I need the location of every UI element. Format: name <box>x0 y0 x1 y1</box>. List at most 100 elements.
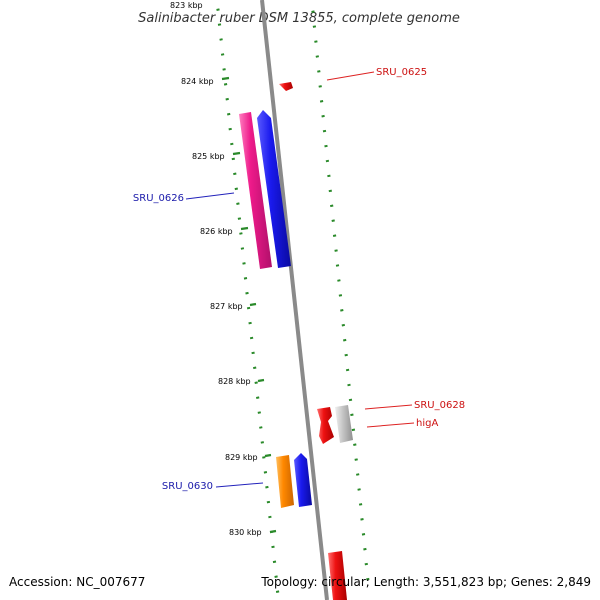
major-tick-827 <box>249 302 257 307</box>
outer-tick-7 <box>321 114 325 118</box>
leader-sru-0625 <box>326 71 375 81</box>
inner-tick-5 <box>223 83 228 86</box>
inner-tick-23 <box>251 351 255 355</box>
inner-tick-21 <box>248 321 252 325</box>
tick-label-829: 829 kbp <box>225 453 258 462</box>
outer-tick-26 <box>348 398 353 402</box>
outer-tick-22 <box>343 338 347 342</box>
outer-tick-24 <box>345 368 350 372</box>
inner-tick-7 <box>227 112 231 116</box>
major-tick-826 <box>240 226 249 231</box>
outer-tick-20 <box>340 309 344 312</box>
gene-label-sru-0628[interactable]: SRU_0628 <box>414 400 465 411</box>
outer-tick-27 <box>350 413 354 417</box>
outer-tick-9 <box>324 144 328 148</box>
outer-tick-32 <box>357 488 361 491</box>
outer-tick-5 <box>318 85 322 88</box>
gene-label-sru-0630[interactable]: SRU_0630 <box>162 481 213 492</box>
inner-tick-38 <box>274 575 278 578</box>
inner-tick-28 <box>259 426 263 429</box>
gene-sru-0630[interactable] <box>294 453 312 507</box>
outer-tick-1 <box>312 25 317 28</box>
outer-tick-19 <box>338 294 343 297</box>
gene-magenta[interactable] <box>239 112 272 269</box>
outer-tick-36 <box>363 547 367 551</box>
gene-red-bottom[interactable] <box>328 551 347 600</box>
inner-tick-37 <box>272 560 277 564</box>
inner-tick-29 <box>260 441 264 444</box>
inner-tick-22 <box>249 336 254 340</box>
inner-tick-33 <box>266 500 271 504</box>
leader-sru-0628 <box>364 404 413 410</box>
outer-tick-11 <box>327 174 331 178</box>
inner-tick-3 <box>220 53 225 56</box>
major-tick-825 <box>232 151 241 156</box>
inner-tick-9 <box>230 142 234 146</box>
inner-tick-6 <box>225 97 229 101</box>
gene-sru-0628[interactable] <box>317 407 334 444</box>
outer-tick-16 <box>334 249 338 252</box>
leader-sru-0626 <box>185 192 235 200</box>
inner-tick-17 <box>242 262 246 265</box>
tick-label-824: 824 kbp <box>181 77 214 86</box>
major-tick-828 <box>257 378 265 383</box>
outer-tick-6 <box>319 100 324 103</box>
genome-backbone <box>260 0 329 600</box>
inner-tick-2 <box>219 38 223 41</box>
outer-tick-33 <box>358 503 363 506</box>
outer-tick-37 <box>364 562 368 566</box>
outer-tick-28 <box>351 428 356 432</box>
outer-tick-3 <box>315 55 319 58</box>
outer-tick-13 <box>330 204 334 208</box>
outer-tick-29 <box>353 443 357 446</box>
outer-tick-31 <box>356 473 360 476</box>
inner-tick-34 <box>268 515 272 519</box>
major-tick-824 <box>221 76 230 81</box>
outer-tick-38 <box>366 577 370 581</box>
inner-tick-track <box>216 8 280 593</box>
gene-higa[interactable] <box>335 405 353 443</box>
outer-tick-2 <box>314 40 318 43</box>
inner-tick-16 <box>240 247 245 250</box>
outer-tick-10 <box>325 159 330 163</box>
tick-label-825: 825 kbp <box>192 152 225 161</box>
outer-tick-23 <box>344 353 348 357</box>
outer-tick-0 <box>311 10 315 13</box>
inner-tick-32 <box>265 485 269 489</box>
outer-tick-25 <box>347 383 351 387</box>
gene-label-higa[interactable]: higA <box>416 418 438 429</box>
inner-tick-20 <box>246 306 251 310</box>
outer-tick-35 <box>361 533 366 536</box>
leader-higa <box>366 422 415 428</box>
genome-summary-text: Topology: circular; Length: 3,551,823 bp… <box>260 575 591 589</box>
outer-tick-15 <box>332 234 337 237</box>
inner-tick-14 <box>237 217 242 220</box>
outer-tick-12 <box>328 189 332 193</box>
tick-label-826: 826 kbp <box>200 227 233 236</box>
outer-tick-8 <box>322 129 327 133</box>
inner-tick-1 <box>217 23 222 26</box>
inner-tick-36 <box>271 545 275 549</box>
leader-sru-0630 <box>215 482 264 488</box>
outer-tick-17 <box>335 264 340 267</box>
gene-label-sru-0625[interactable]: SRU_0625 <box>376 67 427 78</box>
tick-label-827: 827 kbp <box>210 302 243 311</box>
outer-tick-34 <box>360 518 364 521</box>
inner-tick-11 <box>233 172 237 176</box>
inner-tick-26 <box>256 396 260 399</box>
gene-sru-0625[interactable] <box>279 82 293 91</box>
inner-tick-30 <box>262 456 266 459</box>
outer-tick-21 <box>341 323 345 327</box>
gene-orange[interactable] <box>276 455 294 508</box>
outer-tick-18 <box>337 279 341 282</box>
major-tick-829 <box>264 453 272 458</box>
gene-sru-0626[interactable] <box>257 110 291 268</box>
inner-tick-13 <box>236 202 240 205</box>
inner-tick-18 <box>243 277 248 280</box>
inner-tick-31 <box>263 471 268 474</box>
inner-tick-39 <box>275 590 280 593</box>
inner-tick-4 <box>222 68 226 71</box>
outer-tick-track <box>311 10 370 581</box>
gene-label-sru-0626[interactable]: SRU_0626 <box>133 193 184 204</box>
